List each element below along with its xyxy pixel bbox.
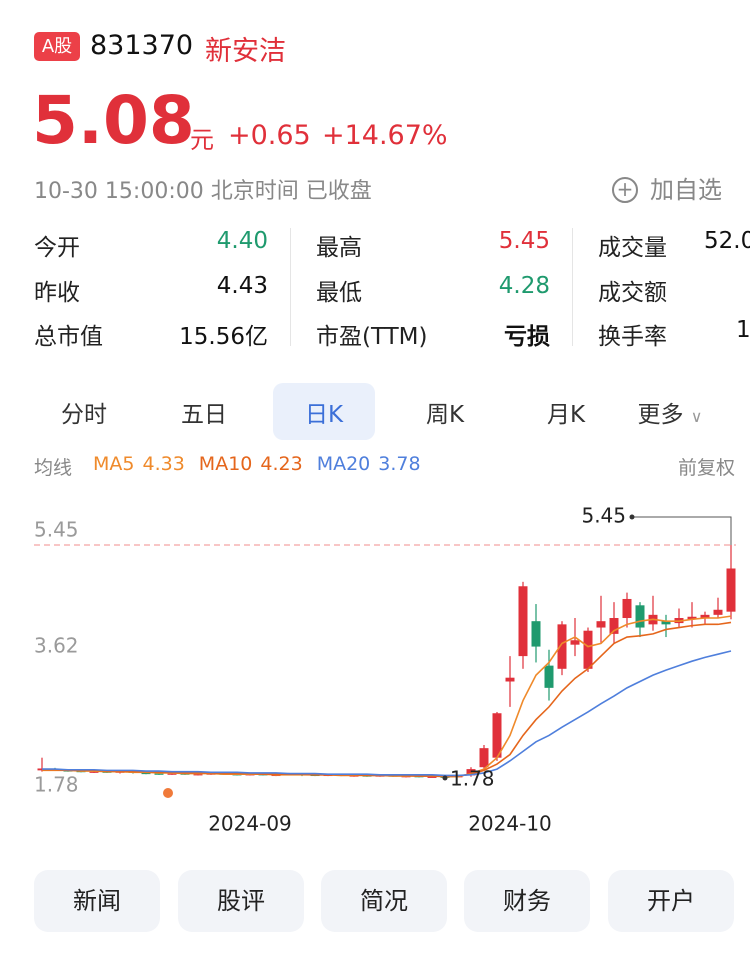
candle-body [505,677,515,682]
stat-label: 昨收 [34,280,80,306]
watch-label: 加自选 [650,176,722,204]
stat-label: 最高 [316,235,362,261]
event-marker [163,788,173,798]
kline-chart: 5.45 3.62 1.78 2024-09 2024-10 5.45 1.78 [34,504,736,836]
candle-body [557,624,567,669]
stat-value: 亏损 [504,324,550,350]
candle-body [635,605,645,628]
candle-body [141,772,151,775]
ma-legend-item: MA10 4.23 [199,453,303,475]
button[interactable]: 简况 [321,870,447,932]
ma-legend-item: MA20 3.78 [317,453,421,475]
ma-value: 4.23 [260,453,303,475]
x-tick-label: 2024-10 [468,812,552,836]
stat-label: 总市值 [34,324,103,350]
stock-code: 831370 [90,30,194,61]
candle-body [713,609,723,615]
candle-body [193,774,203,776]
candle-body [661,621,671,625]
stat-label: 换手率 [598,324,667,350]
ma-name: MA5 [93,453,135,475]
stat-label: 市盈(TTM) [316,324,428,350]
market-badge: A股 [34,32,80,61]
tab[interactable]: 更多 ∨ [637,402,703,428]
stat-value: 15.56亿 [179,324,268,350]
candle-body [427,776,437,778]
min-label: 1.78 [450,767,495,791]
ma-line [42,615,732,778]
ma-name: MA20 [316,453,371,475]
stat-label: 成交额 [598,280,667,306]
tab[interactable]: 日K [304,402,344,428]
change-pct: +14.67% [322,120,448,151]
stat-value: 4.28 [498,273,550,299]
change: +0.65 [228,120,311,151]
trade-time: 10-30 15:00:00 北京时间 已收盘 [34,179,372,204]
y-tick-label: 3.62 [34,634,79,658]
max-label: 5.45 [581,504,626,528]
tab[interactable]: 周K [425,402,465,428]
tab[interactable]: 分时 [61,402,107,428]
button[interactable]: 开户 [608,870,734,932]
button[interactable]: 股评 [178,870,304,932]
stat-value: 4.40 [216,228,268,254]
ma-legend-item: MA5 4.33 [93,453,185,475]
candle-body [700,614,710,619]
candle-body [167,773,177,775]
candle-body [726,568,736,612]
candle-body [531,621,541,647]
ma-value: 3.78 [378,453,421,475]
watch-button[interactable]: + 加自选 [612,170,722,205]
candle-body [596,621,606,628]
active-tab-bg [273,383,375,440]
max-pointer [632,516,732,545]
divider [572,228,573,346]
ma-value: 4.33 [142,453,185,475]
candle-body [518,586,528,657]
tab[interactable]: 月K [546,402,586,428]
stat-label: 今开 [34,235,80,261]
candle-body [466,769,476,776]
candle-body [544,665,554,688]
candle-body [622,598,632,619]
candle-body [609,618,619,634]
candle-body [154,773,164,775]
y-tick-label: 1.78 [34,773,79,797]
stat-value: 5.45 [498,228,550,254]
tab-label: 更多 [637,402,684,428]
candle-body [492,713,502,758]
price-unit: 元 [190,126,214,154]
y-tick-label: 5.45 [34,518,79,542]
stat-value: 52.0 [704,228,750,254]
candle-body [570,640,580,645]
ma-label: 均线 [34,457,73,479]
candle-body [479,748,489,768]
button[interactable]: 新闻 [34,870,160,932]
ma-legend: MA5 4.33 MA10 4.23 MA20 3.78 [93,453,435,475]
stat-value: 4.43 [216,273,268,299]
button[interactable]: 财务 [464,870,590,932]
candle-body [687,616,697,620]
ma-name: MA10 [198,453,253,475]
tab[interactable]: 五日 [181,402,227,428]
ma-line [42,621,732,777]
min-dot [442,775,448,781]
max-dot [629,514,635,520]
stat-value: 1 [736,317,750,343]
price: 5.08 [32,82,195,159]
stat-label: 成交量 [598,235,667,261]
candle-body [583,630,593,669]
ma-line [42,650,732,777]
stat-label: 最低 [316,280,362,306]
stock-name: 新安洁 [205,36,286,67]
candle-body [89,771,99,773]
x-tick-label: 2024-09 [208,812,292,836]
adjust-label: 前复权 [677,457,735,479]
divider [290,228,291,346]
